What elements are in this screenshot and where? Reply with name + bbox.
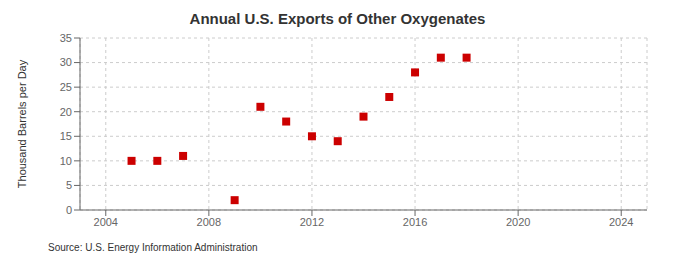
svg-text:25: 25 [60, 81, 72, 93]
svg-text:15: 15 [60, 130, 72, 142]
svg-text:2004: 2004 [94, 216, 118, 228]
svg-text:5: 5 [66, 179, 72, 191]
svg-text:10: 10 [60, 155, 72, 167]
html-text:Annual U.S. Exports of Other O: Annual U.S. Exports of Other Oxygenates [189, 10, 486, 27]
svg-text:30: 30 [60, 56, 72, 68]
svg-text:20: 20 [60, 106, 72, 118]
svg-text:0: 0 [66, 204, 72, 216]
svg-text:35: 35 [60, 32, 72, 44]
html-text:Source: U.S. Energy Informatio: Source: U.S. Energy Information Administ… [48, 242, 258, 253]
svg-text:2016: 2016 [403, 216, 427, 228]
svg-text:2012: 2012 [300, 216, 324, 228]
svg-text:2024: 2024 [609, 216, 633, 228]
svg-text:2008: 2008 [197, 216, 221, 228]
svg-text:Thousand Barrels per Day: Thousand Barrels per Day [16, 59, 28, 188]
svg-text:2020: 2020 [506, 216, 530, 228]
